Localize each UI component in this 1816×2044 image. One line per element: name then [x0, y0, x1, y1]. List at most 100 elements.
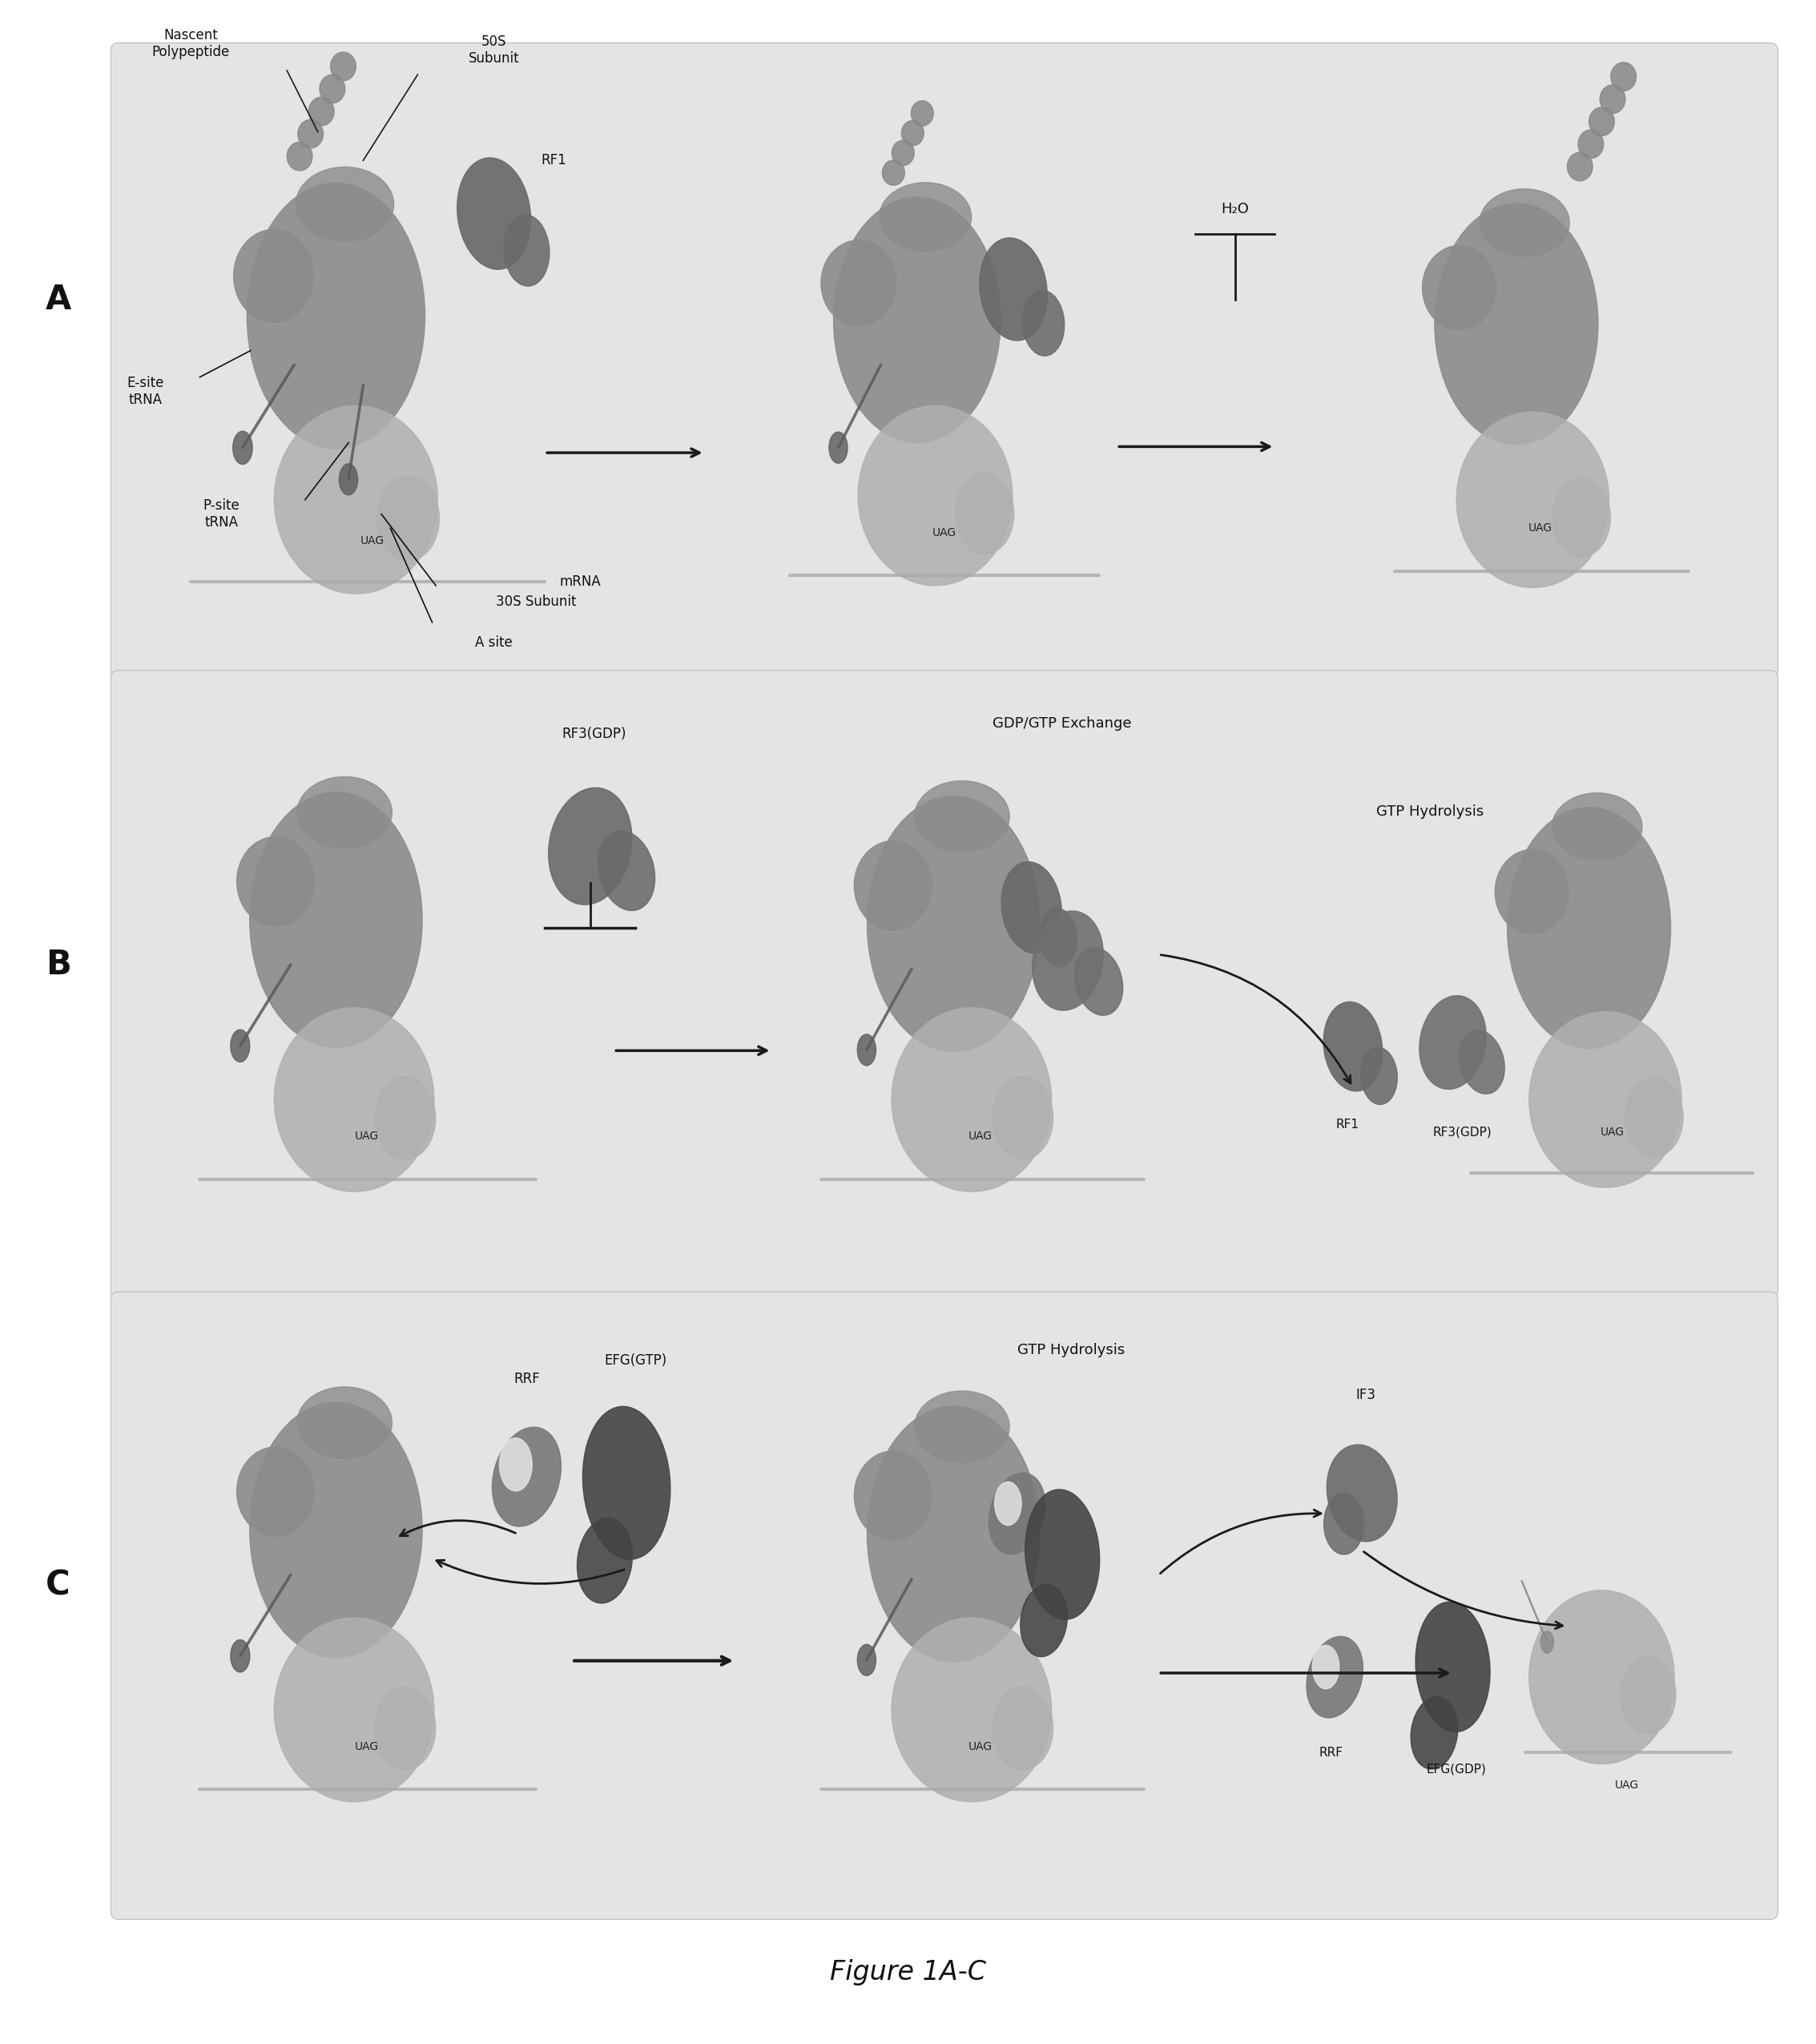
Ellipse shape — [1420, 995, 1485, 1089]
Ellipse shape — [915, 781, 1010, 852]
Ellipse shape — [955, 474, 1013, 554]
Circle shape — [287, 143, 312, 172]
Ellipse shape — [232, 431, 252, 464]
Ellipse shape — [274, 1619, 434, 1803]
Ellipse shape — [1625, 1077, 1683, 1157]
Ellipse shape — [1001, 863, 1062, 953]
Circle shape — [309, 98, 334, 127]
Ellipse shape — [340, 464, 358, 495]
Ellipse shape — [1620, 1656, 1676, 1733]
Circle shape — [331, 51, 356, 80]
Circle shape — [320, 74, 345, 102]
Ellipse shape — [249, 791, 421, 1047]
Text: GTP Hydrolysis: GTP Hydrolysis — [1377, 803, 1484, 820]
Ellipse shape — [1480, 188, 1569, 256]
Ellipse shape — [298, 777, 392, 848]
Ellipse shape — [298, 1386, 392, 1459]
Ellipse shape — [1075, 948, 1122, 1016]
Ellipse shape — [1495, 850, 1569, 934]
Ellipse shape — [979, 237, 1048, 341]
Ellipse shape — [236, 836, 314, 926]
Ellipse shape — [1529, 1590, 1674, 1764]
Ellipse shape — [1306, 1637, 1364, 1717]
Text: RRF: RRF — [514, 1372, 539, 1386]
Ellipse shape — [234, 229, 314, 323]
Ellipse shape — [892, 1619, 1051, 1803]
Ellipse shape — [247, 184, 425, 450]
Ellipse shape — [1021, 1584, 1068, 1658]
Circle shape — [1589, 108, 1614, 137]
Ellipse shape — [859, 405, 1013, 585]
Text: GTP Hydrolysis: GTP Hydrolysis — [1017, 1343, 1126, 1357]
Text: 30S Subunit: 30S Subunit — [496, 595, 576, 609]
Text: A: A — [45, 282, 71, 317]
Ellipse shape — [879, 182, 972, 251]
Circle shape — [1567, 153, 1593, 182]
Ellipse shape — [374, 1077, 436, 1159]
Ellipse shape — [821, 239, 897, 325]
Ellipse shape — [548, 787, 632, 905]
Ellipse shape — [492, 1427, 561, 1527]
Ellipse shape — [1507, 807, 1671, 1049]
Text: UAG: UAG — [354, 1741, 380, 1752]
Text: RF1: RF1 — [541, 153, 567, 168]
Ellipse shape — [995, 1482, 1021, 1525]
Ellipse shape — [583, 1406, 670, 1560]
Circle shape — [1578, 131, 1604, 157]
Ellipse shape — [1435, 202, 1598, 444]
Ellipse shape — [854, 840, 932, 930]
Text: UAG: UAG — [1600, 1126, 1625, 1139]
Ellipse shape — [274, 405, 438, 595]
Ellipse shape — [854, 1451, 932, 1541]
Text: E-site
tRNA: E-site tRNA — [127, 376, 163, 407]
Ellipse shape — [1540, 1631, 1554, 1654]
Text: UAG: UAG — [354, 1130, 380, 1143]
Ellipse shape — [374, 1686, 436, 1770]
Text: 50S
Subunit: 50S Subunit — [469, 35, 519, 65]
Text: RRF: RRF — [1318, 1748, 1344, 1758]
Text: A site: A site — [476, 636, 512, 650]
Ellipse shape — [1039, 908, 1077, 967]
Ellipse shape — [1553, 793, 1642, 861]
Ellipse shape — [274, 1008, 434, 1192]
Ellipse shape — [857, 1643, 875, 1676]
Ellipse shape — [866, 1406, 1039, 1662]
Ellipse shape — [1327, 1445, 1397, 1541]
Text: EFG(GTP): EFG(GTP) — [605, 1353, 666, 1367]
FancyBboxPatch shape — [111, 1292, 1778, 1919]
Ellipse shape — [458, 157, 530, 270]
Text: IF3: IF3 — [1355, 1388, 1377, 1402]
Ellipse shape — [1324, 1002, 1382, 1091]
Ellipse shape — [857, 1034, 875, 1065]
Text: mRNA: mRNA — [559, 574, 601, 589]
Circle shape — [892, 141, 913, 166]
Ellipse shape — [378, 476, 439, 560]
Ellipse shape — [597, 832, 656, 910]
Ellipse shape — [503, 215, 550, 286]
Ellipse shape — [992, 1077, 1053, 1159]
Ellipse shape — [892, 1008, 1051, 1192]
Ellipse shape — [296, 168, 394, 241]
Ellipse shape — [1313, 1645, 1338, 1688]
Ellipse shape — [231, 1639, 251, 1672]
Ellipse shape — [577, 1519, 632, 1602]
Text: GDP/GTP Exchange: GDP/GTP Exchange — [993, 715, 1131, 732]
Circle shape — [1611, 61, 1636, 90]
Ellipse shape — [1458, 1030, 1505, 1094]
Ellipse shape — [1022, 290, 1064, 356]
Ellipse shape — [1324, 1492, 1364, 1555]
Ellipse shape — [1553, 478, 1611, 556]
Circle shape — [883, 159, 904, 186]
Text: UAG: UAG — [360, 536, 385, 546]
Circle shape — [1600, 84, 1625, 112]
Text: UAG: UAG — [968, 1130, 993, 1143]
Circle shape — [912, 100, 933, 127]
Circle shape — [901, 121, 924, 145]
Text: EFG(GDP): EFG(GDP) — [1426, 1764, 1487, 1774]
Circle shape — [298, 119, 323, 147]
Ellipse shape — [834, 196, 1001, 442]
Ellipse shape — [231, 1030, 251, 1063]
Text: H₂O: H₂O — [1220, 202, 1249, 217]
Ellipse shape — [236, 1447, 314, 1537]
Text: UAG: UAG — [968, 1741, 993, 1752]
